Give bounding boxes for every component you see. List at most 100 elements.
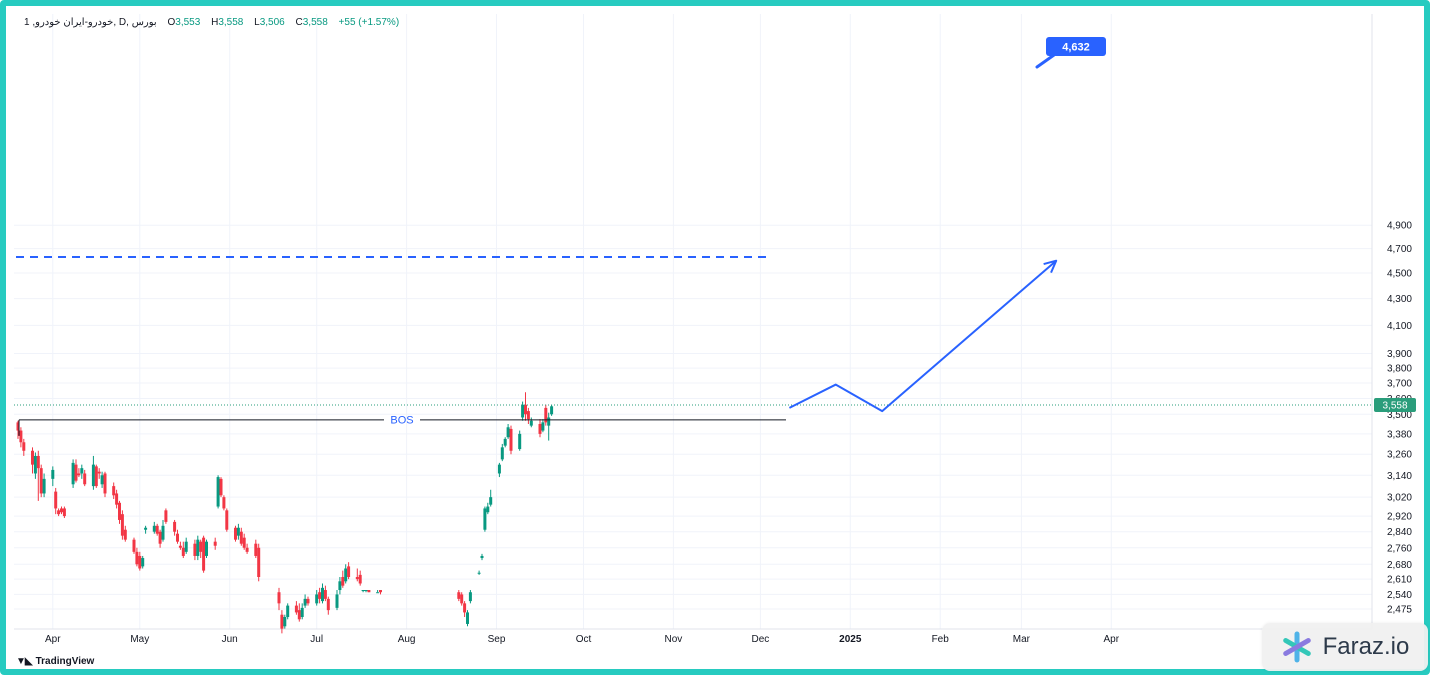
- candle-body[interactable]: [477, 572, 481, 574]
- candle-body[interactable]: [112, 486, 116, 496]
- candle-body[interactable]: [178, 545, 182, 548]
- candle-body[interactable]: [164, 510, 168, 522]
- candle-body[interactable]: [364, 590, 368, 592]
- candle-body[interactable]: [306, 598, 310, 604]
- candle-body[interactable]: [141, 558, 145, 567]
- candle-body[interactable]: [80, 468, 84, 474]
- candle-body[interactable]: [36, 455, 40, 469]
- candle-body[interactable]: [33, 455, 37, 474]
- candle-body[interactable]: [57, 510, 61, 515]
- candle-body[interactable]: [236, 527, 240, 536]
- candle-body[interactable]: [225, 510, 229, 530]
- candle-body[interactable]: [155, 525, 159, 534]
- candle-body[interactable]: [303, 598, 307, 606]
- candle-body[interactable]: [97, 471, 101, 474]
- candle-body[interactable]: [62, 508, 66, 517]
- candle-body[interactable]: [205, 541, 208, 556]
- candle-body[interactable]: [222, 497, 226, 509]
- candle-body[interactable]: [138, 555, 142, 569]
- candle-body[interactable]: [196, 539, 200, 556]
- candle-body[interactable]: [19, 430, 23, 443]
- candle-body[interactable]: [524, 404, 527, 415]
- candle-body[interactable]: [176, 533, 179, 542]
- candle-body[interactable]: [54, 491, 58, 509]
- candle-body[interactable]: [115, 493, 119, 505]
- candle-body[interactable]: [326, 598, 330, 611]
- candle-body[interactable]: [83, 473, 87, 485]
- candle-body[interactable]: [463, 603, 467, 613]
- candle-body[interactable]: [181, 547, 185, 556]
- candle-body[interactable]: [120, 514, 124, 536]
- candle-body[interactable]: [376, 592, 380, 594]
- candle-body[interactable]: [300, 607, 304, 618]
- candle-body[interactable]: [521, 404, 525, 418]
- candlestick-chart[interactable]: 4,900 4,700 4,500 4,300 4,100 3,900 3,800 3,700…: [6, 6, 1430, 681]
- candle-body[interactable]: [60, 508, 63, 513]
- candle-body[interactable]: [152, 525, 156, 532]
- candle-body[interactable]: [466, 612, 469, 624]
- candle-body[interactable]: [550, 406, 554, 415]
- candle-body[interactable]: [219, 478, 223, 496]
- candle-body[interactable]: [158, 531, 162, 544]
- candle-body[interactable]: [132, 539, 136, 552]
- candle-body[interactable]: [506, 427, 510, 438]
- candle-body[interactable]: [335, 594, 339, 608]
- candle-body[interactable]: [480, 555, 484, 559]
- candle-body[interactable]: [486, 506, 490, 513]
- candle-body[interactable]: [202, 537, 206, 571]
- candle-body[interactable]: [144, 527, 148, 530]
- candle-body[interactable]: [460, 594, 464, 604]
- candle-body[interactable]: [489, 497, 493, 505]
- candle-body[interactable]: [497, 464, 501, 474]
- candle-body[interactable]: [22, 442, 26, 451]
- candle-body[interactable]: [294, 605, 298, 613]
- candle-body[interactable]: [355, 577, 359, 580]
- tradingview-logo[interactable]: ▼◣ TradingView: [16, 656, 94, 667]
- candle-body[interactable]: [468, 592, 472, 602]
- candle-body[interactable]: [254, 543, 258, 556]
- candle-body[interactable]: [483, 508, 487, 530]
- candle-body[interactable]: [500, 447, 504, 460]
- candle-body[interactable]: [257, 547, 261, 578]
- candle-body[interactable]: [39, 468, 43, 494]
- candle-body[interactable]: [547, 417, 551, 426]
- candle-body[interactable]: [193, 543, 197, 556]
- candle-body[interactable]: [71, 462, 75, 485]
- candle-body[interactable]: [161, 525, 165, 540]
- candle-body[interactable]: [321, 587, 324, 602]
- candle-body[interactable]: [323, 590, 327, 599]
- candle-body[interactable]: [16, 422, 20, 431]
- candle-body[interactable]: [31, 450, 34, 465]
- candle-body[interactable]: [338, 581, 342, 591]
- candle-body[interactable]: [123, 529, 127, 540]
- candle-body[interactable]: [315, 594, 319, 604]
- candle-body[interactable]: [173, 521, 177, 532]
- candle-body[interactable]: [280, 614, 284, 629]
- candle-body[interactable]: [347, 566, 351, 578]
- candle-body[interactable]: [318, 592, 322, 599]
- candle-body[interactable]: [118, 502, 121, 520]
- candle-body[interactable]: [283, 617, 287, 627]
- candle-body[interactable]: [42, 478, 46, 494]
- symbol-title[interactable]: 1 ,خودرو-ایران خودرو, D, بورس: [24, 17, 157, 28]
- candle-body[interactable]: [341, 577, 345, 586]
- candle-body[interactable]: [297, 610, 301, 620]
- candle-body[interactable]: [529, 420, 533, 426]
- candle-body[interactable]: [216, 477, 220, 507]
- candle-body[interactable]: [234, 527, 237, 540]
- candle-body[interactable]: [277, 592, 281, 604]
- candle-body[interactable]: [239, 531, 243, 544]
- candle-body[interactable]: [184, 541, 188, 552]
- candle-body[interactable]: [367, 590, 371, 593]
- candle-body[interactable]: [286, 605, 290, 618]
- candle-body[interactable]: [526, 411, 530, 420]
- candle-body[interactable]: [51, 469, 55, 479]
- candle-body[interactable]: [100, 475, 104, 485]
- candle-body[interactable]: [509, 428, 513, 451]
- candle-body[interactable]: [361, 590, 365, 592]
- candle-body[interactable]: [103, 473, 107, 494]
- candle-body[interactable]: [544, 407, 548, 423]
- candle-body[interactable]: [77, 473, 81, 476]
- candle-body[interactable]: [503, 438, 507, 446]
- candle-body[interactable]: [245, 547, 249, 552]
